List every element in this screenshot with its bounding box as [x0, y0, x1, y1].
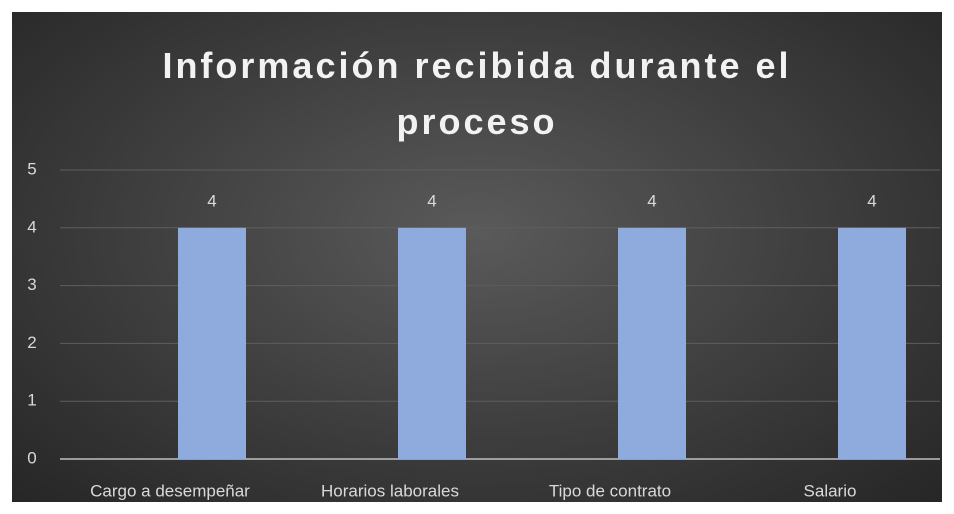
- y-tick-label: 1: [27, 391, 36, 410]
- bar: [838, 227, 906, 459]
- bar: [178, 227, 246, 459]
- data-label: 4: [647, 191, 656, 210]
- y-tick-label: 3: [27, 275, 36, 294]
- data-label: 4: [427, 191, 436, 210]
- x-tick-label: Tipo de contrato: [549, 481, 671, 500]
- x-tick-label: Salario: [804, 481, 857, 500]
- data-label: 4: [207, 191, 216, 210]
- y-tick-label: 4: [27, 217, 36, 236]
- x-tick-label: Horarios laborales: [321, 481, 459, 500]
- bar: [398, 227, 466, 459]
- y-tick-label: 0: [27, 448, 36, 467]
- y-tick-label: 2: [27, 333, 36, 352]
- bar: [618, 227, 686, 459]
- y-tick-label: 5: [27, 159, 36, 178]
- data-label: 4: [867, 191, 876, 210]
- chart-title: Información recibida durante el proceso: [162, 45, 792, 142]
- chart-background: [12, 12, 942, 502]
- x-tick-label: Cargo a desempeñar: [90, 481, 250, 500]
